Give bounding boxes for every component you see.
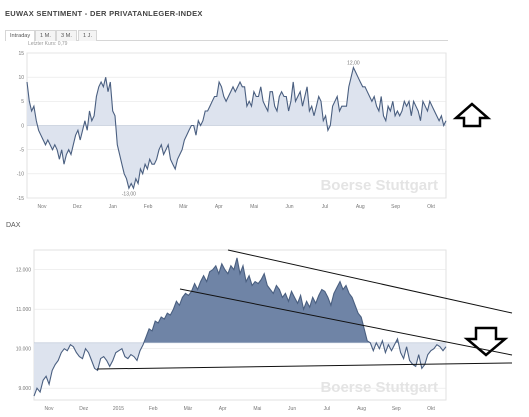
dax-chart-title: DAX [6, 222, 21, 229]
x-tick-label: Okt [427, 406, 435, 412]
x-tick-label: Dez [73, 204, 82, 210]
area-above-baseline [27, 67, 446, 126]
trendline-upper [227, 249, 513, 314]
x-tick-label: Apr [219, 406, 227, 412]
y-tick-label: 9.000 [18, 386, 31, 392]
tab-1-month[interactable]: 1 M. [35, 30, 56, 41]
area-below-baseline [27, 125, 446, 189]
x-tick-label: Mai [250, 204, 258, 210]
watermark-logo: Boerse Stuttgart [320, 379, 438, 396]
x-tick-label: Jun [286, 204, 294, 210]
x-tick-label: 2015 [113, 406, 124, 412]
y-tick-label: -10 [17, 172, 24, 178]
min-annotation: -13,00 [122, 191, 136, 197]
x-tick-label: Nov [45, 406, 54, 412]
watermark-logo: Boerse Stuttgart [320, 177, 438, 194]
y-tick-label: 11.000 [16, 307, 31, 313]
y-tick-label: 10 [18, 75, 24, 81]
timeframe-tabs: Intraday 1 M. 3 M. 1 J. [5, 28, 448, 41]
y-tick-label: 10.000 [16, 346, 32, 352]
x-tick-label: Mär [184, 406, 193, 412]
y-tick-label: 12.000 [16, 268, 32, 274]
tab-intraday[interactable]: Intraday [5, 30, 36, 41]
tab-1-year[interactable]: 1 J. [78, 30, 98, 41]
page-title: EUWAX SENTIMENT - DER PRIVATANLEGER-INDE… [5, 9, 203, 18]
x-tick-label: Feb [149, 406, 158, 412]
y-tick-label: -5 [20, 147, 25, 153]
max-annotation: 12,00 [347, 61, 360, 67]
x-tick-label: Apr [215, 204, 223, 210]
area-below-baseline [34, 342, 446, 397]
last-price: Letzter Kurs: 0,79 [28, 41, 68, 47]
x-tick-label: Aug [356, 204, 365, 210]
y-tick-label: 15 [18, 51, 24, 57]
x-tick-label: Dez [79, 406, 88, 412]
series-line [33, 257, 447, 397]
x-tick-label: Okt [427, 204, 435, 210]
sentiment-chart: 15 10 5 0 -5 -10 -15 Nov Dez Jan Feb Mär Apr Mai Jun Ju… [17, 51, 447, 210]
x-tick-label: Feb [144, 204, 153, 210]
x-tick-label: Aug [357, 406, 366, 412]
down-arrow-icon [463, 326, 509, 357]
x-tick-label: Sep [392, 406, 401, 412]
tab-3-months[interactable]: 3 M. [56, 30, 77, 41]
y-tick-label: -15 [17, 196, 24, 202]
y-tick-label: 5 [21, 99, 24, 105]
trendline-support [96, 362, 513, 370]
up-arrow-icon [452, 102, 492, 128]
x-tick-label: Sep [391, 204, 400, 210]
x-tick-label: Mär [179, 204, 188, 210]
x-tick-label: Jul [322, 204, 328, 210]
series-line [26, 65, 447, 190]
x-tick-label: Mai [253, 406, 261, 412]
x-tick-label: Jan [109, 204, 117, 210]
x-tick-label: Jun [288, 406, 296, 412]
y-tick-label: 0 [21, 123, 24, 129]
x-tick-label: Jul [324, 406, 330, 412]
x-tick-label: Nov [38, 204, 47, 210]
trendline-middle [179, 288, 513, 356]
